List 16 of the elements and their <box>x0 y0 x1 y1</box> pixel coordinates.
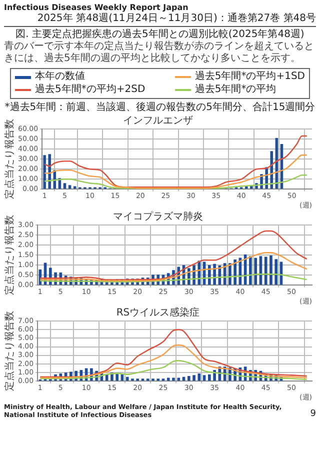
legend-label: 過去5年間*の平均+2SD <box>35 84 146 96</box>
chart-title: インフルエンザ <box>123 116 193 127</box>
y-axis-title: 定点当たり報告数 <box>4 215 16 296</box>
legend-label: 過去5年間*の平均 <box>194 84 276 96</box>
legend-label: 過去5年間*の平均+1SD <box>194 71 305 83</box>
text: 2025年 第48週(11月24日～11月30日)：通巻第27巻 第48号 <box>36 13 316 25</box>
text: Infectious Diseases Weekly Report Japan <box>4 3 190 13</box>
chart-title: RSウイルス感染症 <box>116 306 200 319</box>
y-axis-title: 定点当たり報告数 <box>4 311 16 392</box>
text: 青のバーで示す本年の定点当たり報告数が赤のラインを超えているときには、過去5年間の週の平均と比較してかなり多いことを示す。 <box>4 41 315 65</box>
text: 図. 主要定点把握疾患の過去5年間との週別比較(2025年第48週) <box>14 29 306 40</box>
chart-title: マイコプラズマ肺炎 <box>113 210 203 223</box>
y-axis-title: 定点当たり報告数 <box>4 119 16 200</box>
legend-label: 本年の数値 <box>35 71 85 83</box>
text: *過去5年間：前週、当該週、後週の報告数の5年間分、合計15週間分 <box>4 102 316 114</box>
text: 9 <box>310 409 316 419</box>
